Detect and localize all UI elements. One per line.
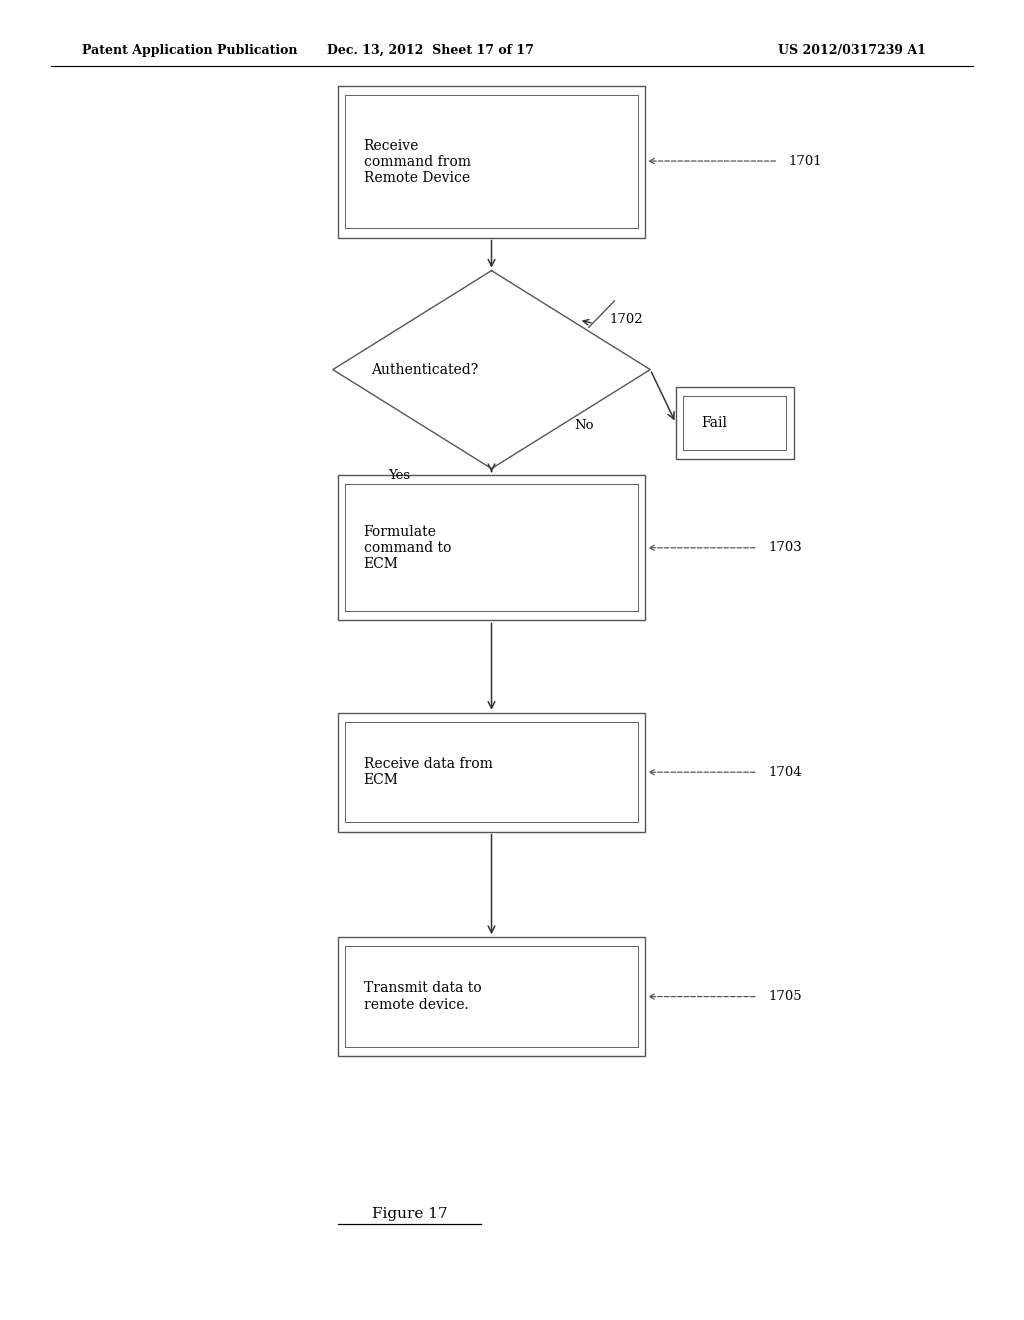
FancyBboxPatch shape: [338, 86, 645, 238]
Text: Dec. 13, 2012  Sheet 17 of 17: Dec. 13, 2012 Sheet 17 of 17: [327, 44, 534, 57]
Text: Authenticated?: Authenticated?: [372, 363, 478, 376]
Text: Transmit data to
remote device.: Transmit data to remote device.: [364, 982, 481, 1011]
Text: US 2012/0317239 A1: US 2012/0317239 A1: [778, 44, 926, 57]
FancyBboxPatch shape: [345, 484, 638, 611]
Text: 1702: 1702: [609, 313, 643, 326]
FancyBboxPatch shape: [345, 95, 638, 228]
FancyBboxPatch shape: [338, 475, 645, 620]
FancyBboxPatch shape: [676, 387, 794, 459]
Text: 1705: 1705: [768, 990, 802, 1003]
FancyBboxPatch shape: [338, 713, 645, 832]
Text: No: No: [573, 418, 594, 432]
Text: Yes: Yes: [388, 469, 411, 482]
Text: 1703: 1703: [768, 541, 802, 554]
Text: Fail: Fail: [701, 416, 727, 430]
Text: Formulate
command to
ECM: Formulate command to ECM: [364, 524, 451, 572]
FancyBboxPatch shape: [345, 946, 638, 1047]
Text: Figure 17: Figure 17: [372, 1208, 447, 1221]
FancyBboxPatch shape: [683, 396, 786, 450]
Text: 1701: 1701: [788, 154, 822, 168]
FancyBboxPatch shape: [345, 722, 638, 822]
Text: Receive data from
ECM: Receive data from ECM: [364, 758, 493, 787]
Text: 1704: 1704: [768, 766, 802, 779]
Text: Patent Application Publication: Patent Application Publication: [82, 44, 297, 57]
Text: Receive
command from
Remote Device: Receive command from Remote Device: [364, 139, 470, 185]
FancyBboxPatch shape: [338, 937, 645, 1056]
